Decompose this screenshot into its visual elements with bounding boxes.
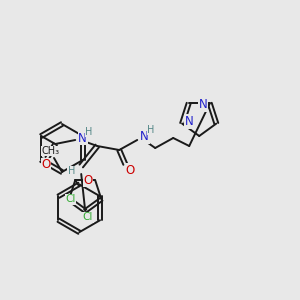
Text: N: N <box>198 98 207 111</box>
Text: Cl: Cl <box>83 212 93 222</box>
Text: H: H <box>147 125 155 135</box>
Text: CH₃: CH₃ <box>42 146 60 156</box>
Text: N: N <box>78 131 87 145</box>
Text: H: H <box>85 127 93 137</box>
Text: N: N <box>185 115 194 128</box>
Text: O: O <box>42 158 51 172</box>
Text: O: O <box>126 164 135 176</box>
Text: Cl: Cl <box>65 194 76 204</box>
Text: N: N <box>140 130 149 143</box>
Text: H: H <box>68 166 75 176</box>
Text: O: O <box>84 174 93 187</box>
